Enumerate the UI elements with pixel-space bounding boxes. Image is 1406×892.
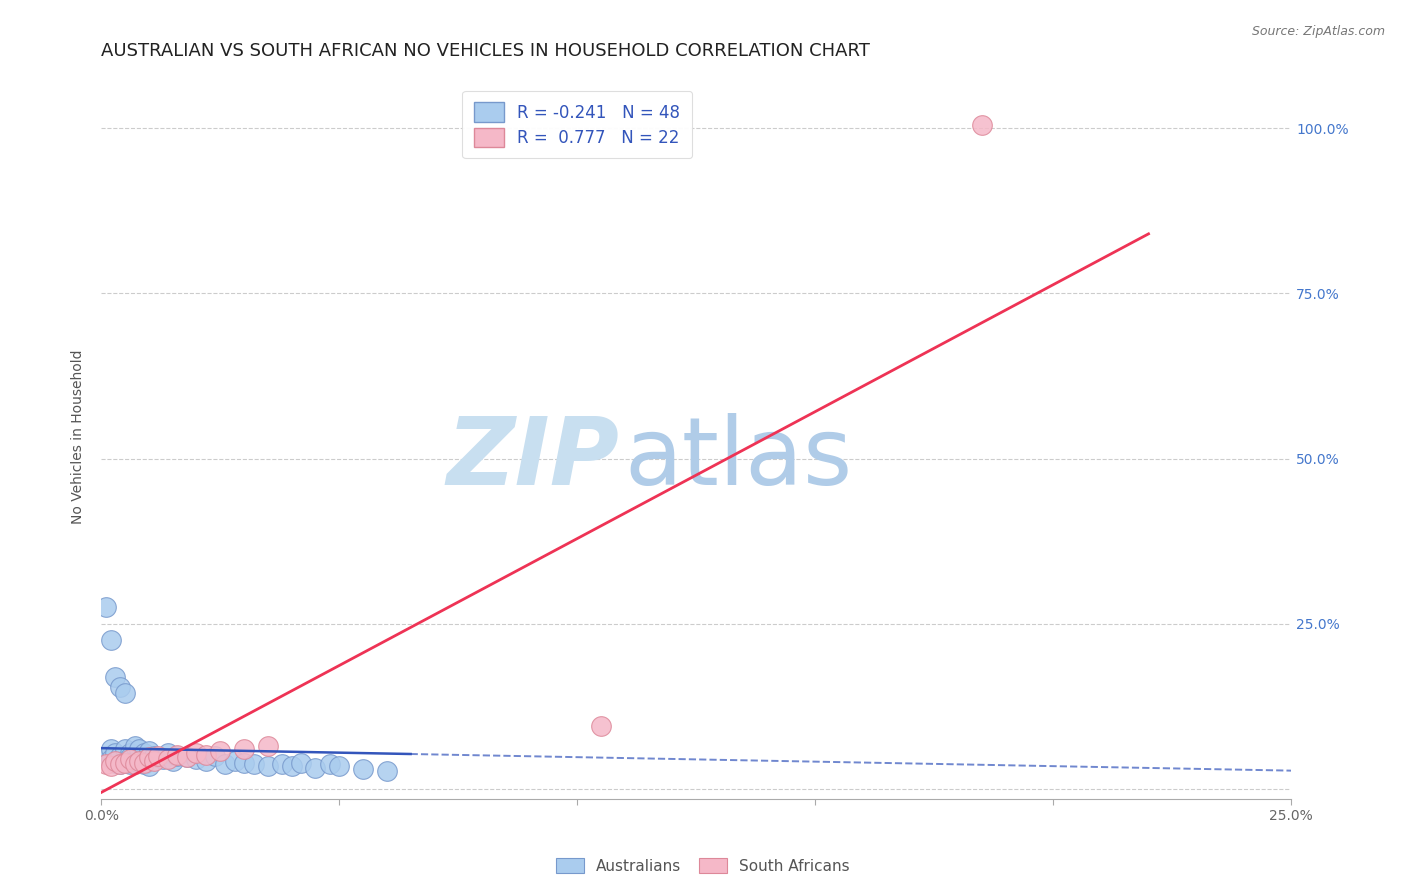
Point bbox=[124, 739, 146, 754]
Point bbox=[156, 752, 179, 766]
Point bbox=[280, 759, 302, 773]
Point bbox=[166, 747, 188, 762]
Point bbox=[166, 749, 188, 764]
Point bbox=[352, 762, 374, 776]
Point bbox=[589, 719, 612, 733]
Point bbox=[176, 750, 198, 764]
Point bbox=[204, 749, 226, 764]
Point bbox=[152, 752, 174, 766]
Point bbox=[176, 750, 198, 764]
Point bbox=[328, 759, 350, 773]
Point bbox=[110, 757, 132, 772]
Point bbox=[132, 757, 155, 772]
Point bbox=[128, 755, 150, 769]
Legend: Australians, South Africans: Australians, South Africans bbox=[550, 852, 856, 880]
Point bbox=[114, 742, 136, 756]
Point bbox=[104, 756, 127, 770]
Point bbox=[128, 756, 150, 770]
Point bbox=[94, 600, 117, 615]
Point bbox=[319, 757, 342, 772]
Point bbox=[242, 757, 264, 772]
Point bbox=[209, 744, 232, 758]
Point bbox=[224, 755, 246, 769]
Point bbox=[233, 742, 256, 756]
Point bbox=[375, 764, 398, 778]
Point bbox=[114, 686, 136, 700]
Point bbox=[138, 750, 160, 764]
Point bbox=[94, 749, 117, 764]
Point bbox=[118, 750, 141, 764]
Point bbox=[114, 755, 136, 769]
Point bbox=[256, 759, 278, 773]
Point bbox=[110, 680, 132, 694]
Point bbox=[118, 746, 141, 760]
Point bbox=[142, 755, 165, 769]
Point bbox=[110, 757, 132, 772]
Text: atlas: atlas bbox=[624, 413, 853, 505]
Point bbox=[128, 742, 150, 756]
Point bbox=[104, 755, 127, 769]
Point bbox=[304, 761, 326, 775]
Point bbox=[156, 746, 179, 760]
Point bbox=[104, 670, 127, 684]
Point bbox=[194, 755, 217, 769]
Point bbox=[138, 759, 160, 773]
Point bbox=[142, 749, 165, 764]
Point bbox=[148, 750, 170, 764]
Point bbox=[970, 118, 993, 132]
Point bbox=[132, 756, 155, 770]
Text: ZIP: ZIP bbox=[446, 413, 619, 505]
Point bbox=[233, 756, 256, 770]
Point bbox=[100, 752, 122, 766]
Point bbox=[194, 747, 217, 762]
Point bbox=[100, 742, 122, 756]
Point bbox=[162, 755, 184, 769]
Y-axis label: No Vehicles in Household: No Vehicles in Household bbox=[72, 350, 86, 524]
Point bbox=[100, 759, 122, 773]
Point bbox=[124, 757, 146, 772]
Legend: R = -0.241   N = 48, R =  0.777   N = 22: R = -0.241 N = 48, R = 0.777 N = 22 bbox=[463, 91, 692, 159]
Text: Source: ZipAtlas.com: Source: ZipAtlas.com bbox=[1251, 25, 1385, 38]
Point bbox=[94, 757, 117, 772]
Point bbox=[214, 757, 236, 772]
Point bbox=[132, 746, 155, 760]
Point bbox=[138, 744, 160, 758]
Point bbox=[118, 757, 141, 772]
Point bbox=[118, 752, 141, 766]
Point bbox=[271, 757, 294, 772]
Point bbox=[256, 739, 278, 754]
Text: AUSTRALIAN VS SOUTH AFRICAN NO VEHICLES IN HOUSEHOLD CORRELATION CHART: AUSTRALIAN VS SOUTH AFRICAN NO VEHICLES … bbox=[101, 42, 870, 60]
Point bbox=[114, 756, 136, 770]
Point bbox=[290, 756, 312, 770]
Point bbox=[186, 746, 208, 760]
Point bbox=[124, 755, 146, 769]
Point bbox=[100, 633, 122, 648]
Point bbox=[186, 752, 208, 766]
Point bbox=[148, 749, 170, 764]
Point bbox=[110, 749, 132, 764]
Point bbox=[104, 746, 127, 760]
